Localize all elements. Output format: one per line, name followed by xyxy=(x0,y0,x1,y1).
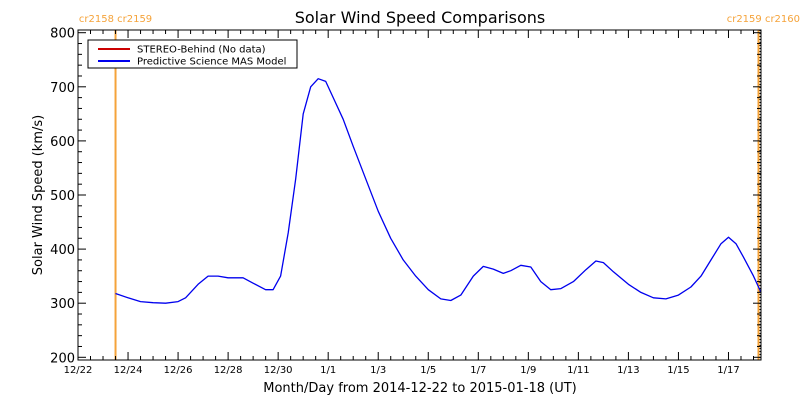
x-tick-label: 1/11 xyxy=(567,365,589,376)
x-tick-label: 12/28 xyxy=(214,365,243,376)
y-tick-label: 800 xyxy=(50,27,75,42)
y-tick-label: 400 xyxy=(50,243,75,258)
series-line-mas-model xyxy=(115,78,761,304)
x-tick-label: 1/5 xyxy=(420,365,436,376)
x-tick-label: 1/7 xyxy=(470,365,486,376)
x-tick-label: 1/9 xyxy=(520,365,536,376)
x-tick-label: 1/3 xyxy=(370,365,386,376)
x-tick-label: 12/26 xyxy=(164,365,193,376)
legend-label-stereo: STEREO-Behind (No data) xyxy=(137,45,266,56)
x-tick-label: 12/22 xyxy=(64,365,93,376)
x-tick-label: 1/17 xyxy=(717,365,739,376)
x-tick-label: 12/24 xyxy=(114,365,143,376)
x-tick-label: 12/30 xyxy=(264,365,293,376)
y-tick-label: 300 xyxy=(50,297,75,312)
legend-box xyxy=(87,39,298,69)
y-tick-label: 600 xyxy=(50,135,75,150)
chart-title: Solar Wind Speed Comparisons xyxy=(295,8,546,27)
y-tick-label: 500 xyxy=(50,189,75,204)
legend-label-mas-model: Predictive Science MAS Model xyxy=(137,57,286,68)
x-axis-label: Month/Day from 2014-12-22 to 2015-01-18 … xyxy=(263,381,576,396)
plot-frame xyxy=(77,29,762,361)
y-axis-label: Solar Wind Speed (km/s) xyxy=(31,115,46,275)
y-tick-label: 700 xyxy=(50,81,75,96)
x-tick-label: 1/1 xyxy=(320,365,336,376)
carrington-marker-label: cr2159 cr2160 xyxy=(727,14,800,25)
y-tick-label: 200 xyxy=(50,351,75,366)
x-tick-label: 1/13 xyxy=(617,365,639,376)
legend: STEREO-Behind (No data) Predictive Scien… xyxy=(87,39,298,69)
x-tick-label: 1/15 xyxy=(667,365,689,376)
carrington-marker-label: cr2158 cr2159 xyxy=(79,14,152,25)
